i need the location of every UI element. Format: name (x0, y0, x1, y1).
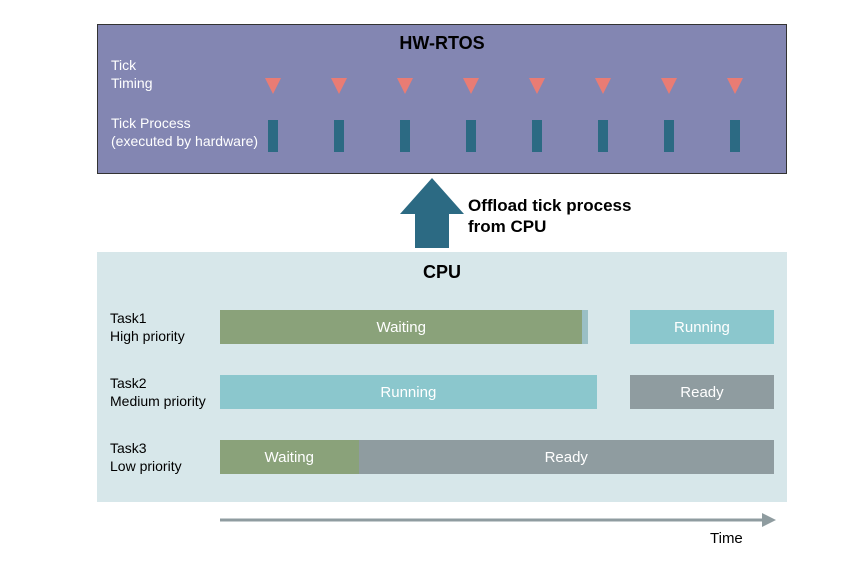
tick-timing-marker-icon (463, 78, 479, 94)
time-axis-label: Time (710, 530, 743, 547)
task-label: Task1High priority (110, 310, 185, 345)
tick-process-bar (664, 120, 674, 152)
task-segment: Ready (630, 375, 774, 409)
tick-timing-label: TickTiming (111, 57, 153, 92)
tick-process-bar (334, 120, 344, 152)
tick-timing-marker-icon (331, 78, 347, 94)
tick-process-bar (400, 120, 410, 152)
task-segment: Waiting (220, 310, 588, 344)
task-segment: Running (220, 375, 597, 409)
cpu-title: CPU (97, 262, 787, 283)
tick-process-label: Tick Process(executed by hardware) (111, 115, 258, 150)
hwrtos-title: HW-RTOS (98, 33, 786, 54)
tick-process-bar (532, 120, 542, 152)
tick-timing-marker-icon (397, 78, 413, 94)
task-segment: Ready (359, 440, 775, 474)
tick-timing-marker-icon (595, 78, 611, 94)
tick-timing-marker-icon (727, 78, 743, 94)
offload-label: Offload tick processfrom CPU (468, 195, 631, 238)
time-axis-icon (220, 512, 776, 528)
task-segment: Waiting (220, 440, 359, 474)
tick-process-bar (598, 120, 608, 152)
hwrtos-panel: HW-RTOS TickTiming Tick Process(executed… (97, 24, 787, 174)
offload-arrow-icon (400, 178, 464, 248)
tick-timing-marker-icon (529, 78, 545, 94)
task-label: Task3Low priority (110, 440, 182, 475)
tick-process-bar (466, 120, 476, 152)
task-segment: Running (630, 310, 774, 344)
task-label: Task2Medium priority (110, 375, 206, 410)
tick-timing-marker-icon (661, 78, 677, 94)
tick-process-bar (730, 120, 740, 152)
tick-process-bar (268, 120, 278, 152)
tick-timing-marker-icon (265, 78, 281, 94)
